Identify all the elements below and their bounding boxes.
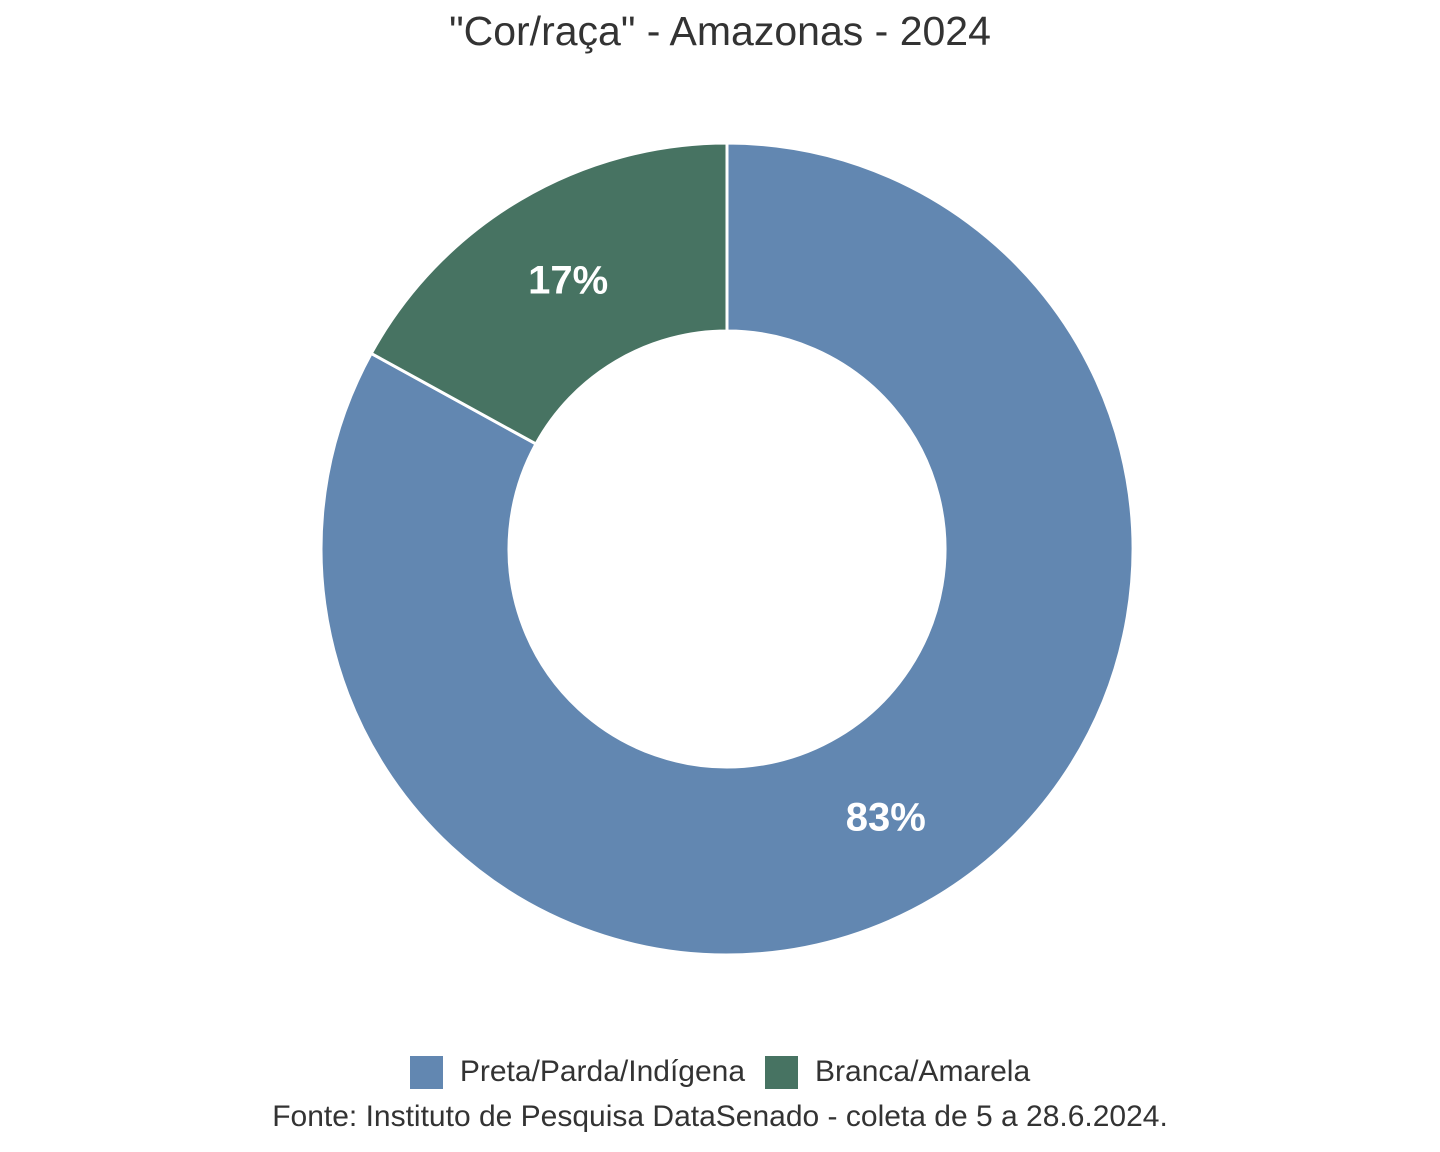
- legend-item-branca-amarela: Branca/Amarela: [765, 1055, 1030, 1089]
- pie-slice-1: [319, 141, 1135, 957]
- legend-label-preta-parda-indigena: Preta/Parda/Indígena: [459, 1055, 746, 1088]
- slice-label-2: 17%: [528, 258, 608, 302]
- legend-swatch-green: [765, 1055, 799, 1089]
- chart-legend: Preta/Parda/Indígena Branca/Amarela: [0, 1055, 1440, 1089]
- slice-label-1: 83%: [846, 796, 926, 840]
- chart-source: Fonte: Instituto de Pesquisa DataSenado …: [272, 1100, 1168, 1133]
- legend-item-preta-parda-indigena: Preta/Parda/Indígena: [409, 1055, 746, 1089]
- legend-swatch-blue: [409, 1055, 443, 1089]
- legend-label-branca-amarela: Branca/Amarela: [815, 1055, 1031, 1088]
- pie-slice-2: [369, 141, 729, 446]
- chart-title: "Cor/raça" - Amazonas - 2024: [449, 8, 991, 54]
